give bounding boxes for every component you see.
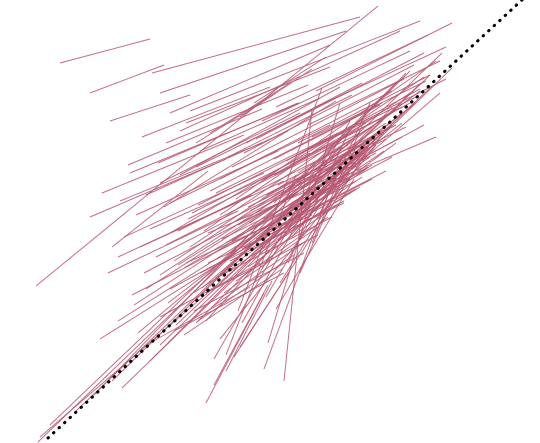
- line-segment-122: [189, 108, 399, 248]
- line-segment-120: [159, 136, 373, 276]
- line-segment-88: [117, 194, 253, 258]
- line-segment-124: [219, 76, 425, 216]
- line-segment-143: [287, 132, 349, 264]
- line-segment-125: [235, 60, 437, 200]
- line-segment-153: [101, 134, 245, 194]
- line-segment-72: [143, 194, 295, 274]
- line-segment-57: [295, 126, 407, 182]
- line-segments: [35, 5, 453, 443]
- line-segment-49: [159, 262, 261, 318]
- line-segment-139: [163, 100, 337, 208]
- line-segment-99: [249, 138, 387, 212]
- line-segment-30: [285, 70, 411, 194]
- line-segment-165: [355, 78, 447, 126]
- line-segment-69: [277, 126, 391, 186]
- line-segment-134: [225, 174, 297, 356]
- line-segment-137: [177, 158, 351, 266]
- line-segment-93: [165, 84, 309, 144]
- line-segment-159: [189, 20, 421, 112]
- line-segment-152: [89, 158, 227, 218]
- reference-line: [46, 0, 524, 440]
- line-segment-138: [169, 130, 345, 234]
- line-segment-92: [157, 102, 299, 164]
- line-segment-87: [107, 210, 239, 274]
- line-segment-158: [59, 38, 151, 64]
- line-segment-58: [301, 96, 417, 154]
- line-segment-126: [169, 44, 331, 114]
- line-segment-59: [311, 80, 427, 138]
- line-segment-107: [197, 254, 295, 322]
- line-segment-163: [275, 34, 429, 108]
- line-segment-156: [109, 94, 191, 122]
- line-segment-164: [315, 22, 453, 92]
- line-segment-127: [159, 30, 347, 94]
- line-segment-115: [295, 150, 385, 212]
- line-segment-52: [227, 94, 353, 158]
- line-segment-113: [271, 176, 363, 240]
- line-segment-96: [213, 180, 357, 254]
- line-segment-98: [237, 152, 377, 226]
- line-segment-167: [329, 136, 403, 176]
- line-segment-37: [199, 97, 321, 152]
- line-segment-0: [35, 5, 379, 287]
- line-segment-90: [135, 150, 279, 216]
- line-segment-133: [283, 108, 313, 382]
- line-segment-47: [273, 104, 381, 160]
- line-segment-162: [261, 50, 411, 122]
- line-segment-17: [207, 136, 437, 234]
- line-segment-149: [225, 280, 273, 372]
- line-segment-80: [231, 78, 405, 168]
- line-segment-148: [213, 284, 269, 386]
- line-segment-86: [253, 56, 327, 104]
- line-segment-104: [307, 60, 441, 126]
- line-segment-160: [179, 30, 401, 132]
- line-segment-136: [189, 186, 361, 296]
- line-segment-161: [195, 90, 351, 168]
- line-segment-118: [133, 168, 345, 306]
- line-segment-146: [319, 102, 371, 214]
- line-segment-48: [169, 234, 271, 290]
- line-segment-150: [239, 270, 291, 348]
- line-segment-36: [179, 86, 341, 176]
- line-segment-23: [243, 122, 403, 248]
- line-segment-141: [265, 166, 343, 298]
- line-segment-89: [123, 172, 265, 238]
- line-segment-39: [119, 142, 263, 202]
- line-segment-8: [137, 112, 403, 334]
- line-segment-145: [311, 120, 365, 244]
- line-segment-129: [205, 138, 371, 322]
- line-segment-63: [205, 234, 319, 294]
- line-segment-128: [151, 16, 361, 74]
- line-segment-142: [275, 178, 355, 310]
- line-segment-157: [89, 64, 165, 94]
- line-segment-135: [241, 184, 319, 324]
- line-segment-103: [297, 74, 431, 144]
- line-segment-144: [299, 146, 357, 274]
- line-segment-151: [111, 170, 209, 248]
- line-segment-154: [127, 108, 263, 166]
- line-segment-140: [253, 142, 335, 284]
- line-segment-109: [223, 226, 319, 294]
- line-segment-155: [141, 86, 271, 138]
